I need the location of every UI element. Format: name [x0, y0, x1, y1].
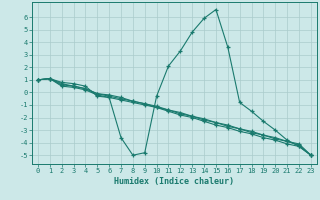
X-axis label: Humidex (Indice chaleur): Humidex (Indice chaleur) — [115, 177, 234, 186]
